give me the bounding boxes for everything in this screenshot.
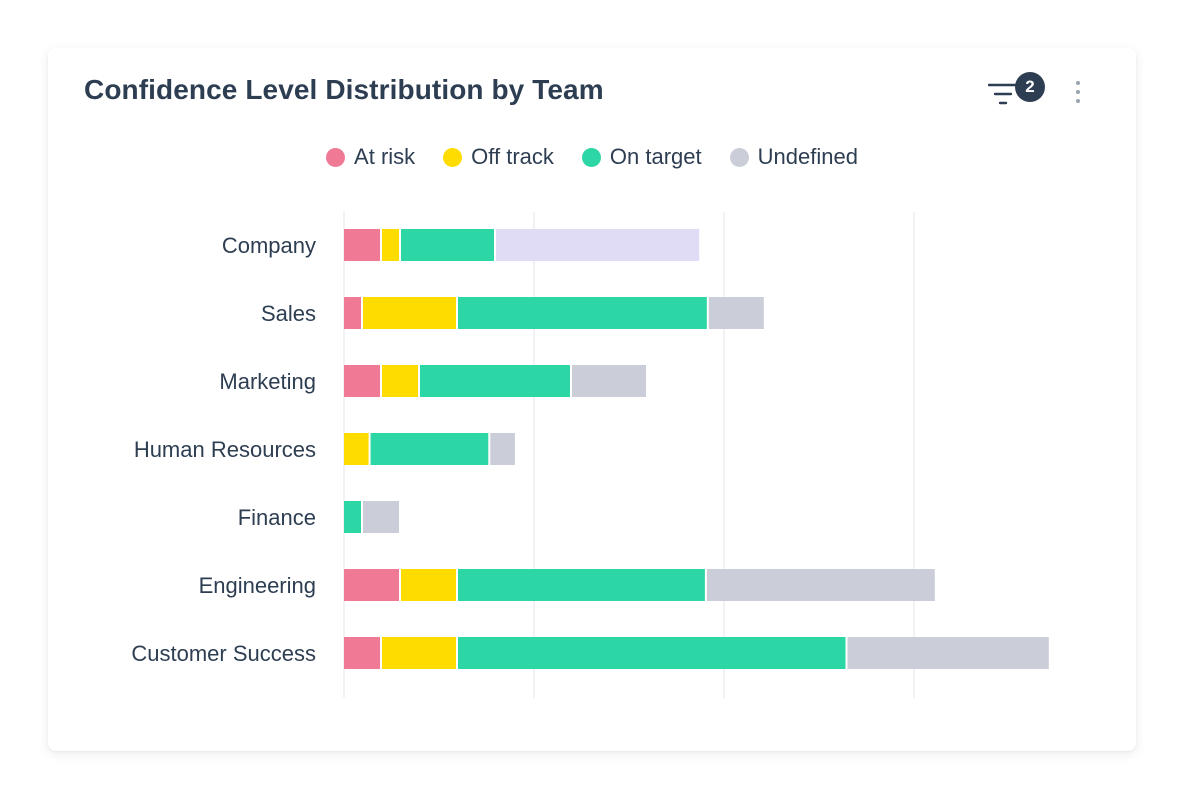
- bar-marketing-undefined[interactable]: [572, 365, 646, 397]
- stacked-bar-chart: Company Sales Marketing Human Resources Fina…: [131, 212, 1049, 698]
- legend-item-undefined[interactable]: Undefined: [729, 144, 858, 170]
- legend-item-at-risk[interactable]: At risk: [326, 144, 415, 170]
- more-options-button[interactable]: [1064, 76, 1092, 112]
- bar-marketing-off-track[interactable]: [382, 365, 418, 397]
- filter-button[interactable]: 2: [988, 72, 1048, 112]
- legend-label-at-risk: At risk: [354, 144, 416, 169]
- legend-dot-off-track: [443, 147, 463, 167]
- more-vertical-icon: [1076, 81, 1080, 85]
- category-label-customer-success: Customer Success: [131, 641, 316, 666]
- bar-customer-success-off-track[interactable]: [382, 637, 456, 669]
- bar-engineering-at-risk[interactable]: [344, 569, 399, 601]
- filter-count-badge: 2: [1015, 72, 1045, 102]
- filter-icon: [988, 83, 1018, 105]
- bar-human-resources-undefined[interactable]: [490, 433, 515, 465]
- bar-finance-on-target[interactable]: [344, 501, 361, 533]
- category-label-human-resources: Human Resources: [134, 437, 316, 462]
- more-vertical-icon-dot: [1076, 90, 1080, 94]
- bar-human-resources-on-target[interactable]: [370, 433, 489, 465]
- category-label-marketing: Marketing: [219, 369, 316, 394]
- bar-company-on-target[interactable]: [401, 229, 494, 261]
- legend-item-off-track[interactable]: Off track: [443, 144, 554, 170]
- bar-engineering-off-track[interactable]: [401, 569, 456, 601]
- bar-company-off-track[interactable]: [382, 229, 399, 261]
- category-label-finance: Finance: [238, 505, 316, 530]
- legend-label-on-target: On target: [609, 144, 702, 169]
- bar-customer-success-on-target[interactable]: [458, 637, 846, 669]
- bar-company-at-risk[interactable]: [344, 229, 380, 261]
- chart-legend: At risk Off track On target Undefined: [48, 144, 1136, 170]
- category-label-engineering: Engineering: [199, 573, 316, 598]
- category-label-company: Company: [222, 233, 316, 258]
- bar-marketing-at-risk[interactable]: [344, 365, 380, 397]
- bar-marketing-on-target[interactable]: [420, 365, 570, 397]
- more-vertical-icon-dot: [1076, 99, 1080, 103]
- category-label-sales: Sales: [261, 301, 316, 326]
- bar-company-undefined[interactable]: [496, 229, 700, 261]
- bar-engineering-on-target[interactable]: [458, 569, 705, 601]
- legend-dot-undefined: [729, 147, 749, 167]
- legend-item-on-target[interactable]: On target: [581, 144, 702, 170]
- bar-engineering-undefined[interactable]: [706, 569, 935, 601]
- card-title: Confidence Level Distribution by Team: [84, 74, 604, 105]
- bar-sales-on-target[interactable]: [458, 297, 707, 329]
- legend-label-off-track: Off track: [471, 144, 554, 169]
- bar-customer-success-at-risk[interactable]: [344, 637, 380, 669]
- chart-card: Confidence Level Distribution by Team 2 …: [48, 48, 1136, 751]
- bar-sales-undefined[interactable]: [708, 297, 764, 329]
- bar-finance-undefined[interactable]: [363, 501, 399, 533]
- legend-dot-at-risk: [326, 147, 346, 167]
- bar-customer-success-undefined[interactable]: [847, 637, 1049, 669]
- bar-sales-at-risk[interactable]: [344, 297, 361, 329]
- bar-human-resources-off-track[interactable]: [344, 433, 369, 465]
- legend-label-undefined: Undefined: [757, 144, 858, 169]
- legend-dot-on-target: [581, 147, 601, 167]
- bar-sales-off-track[interactable]: [363, 297, 456, 329]
